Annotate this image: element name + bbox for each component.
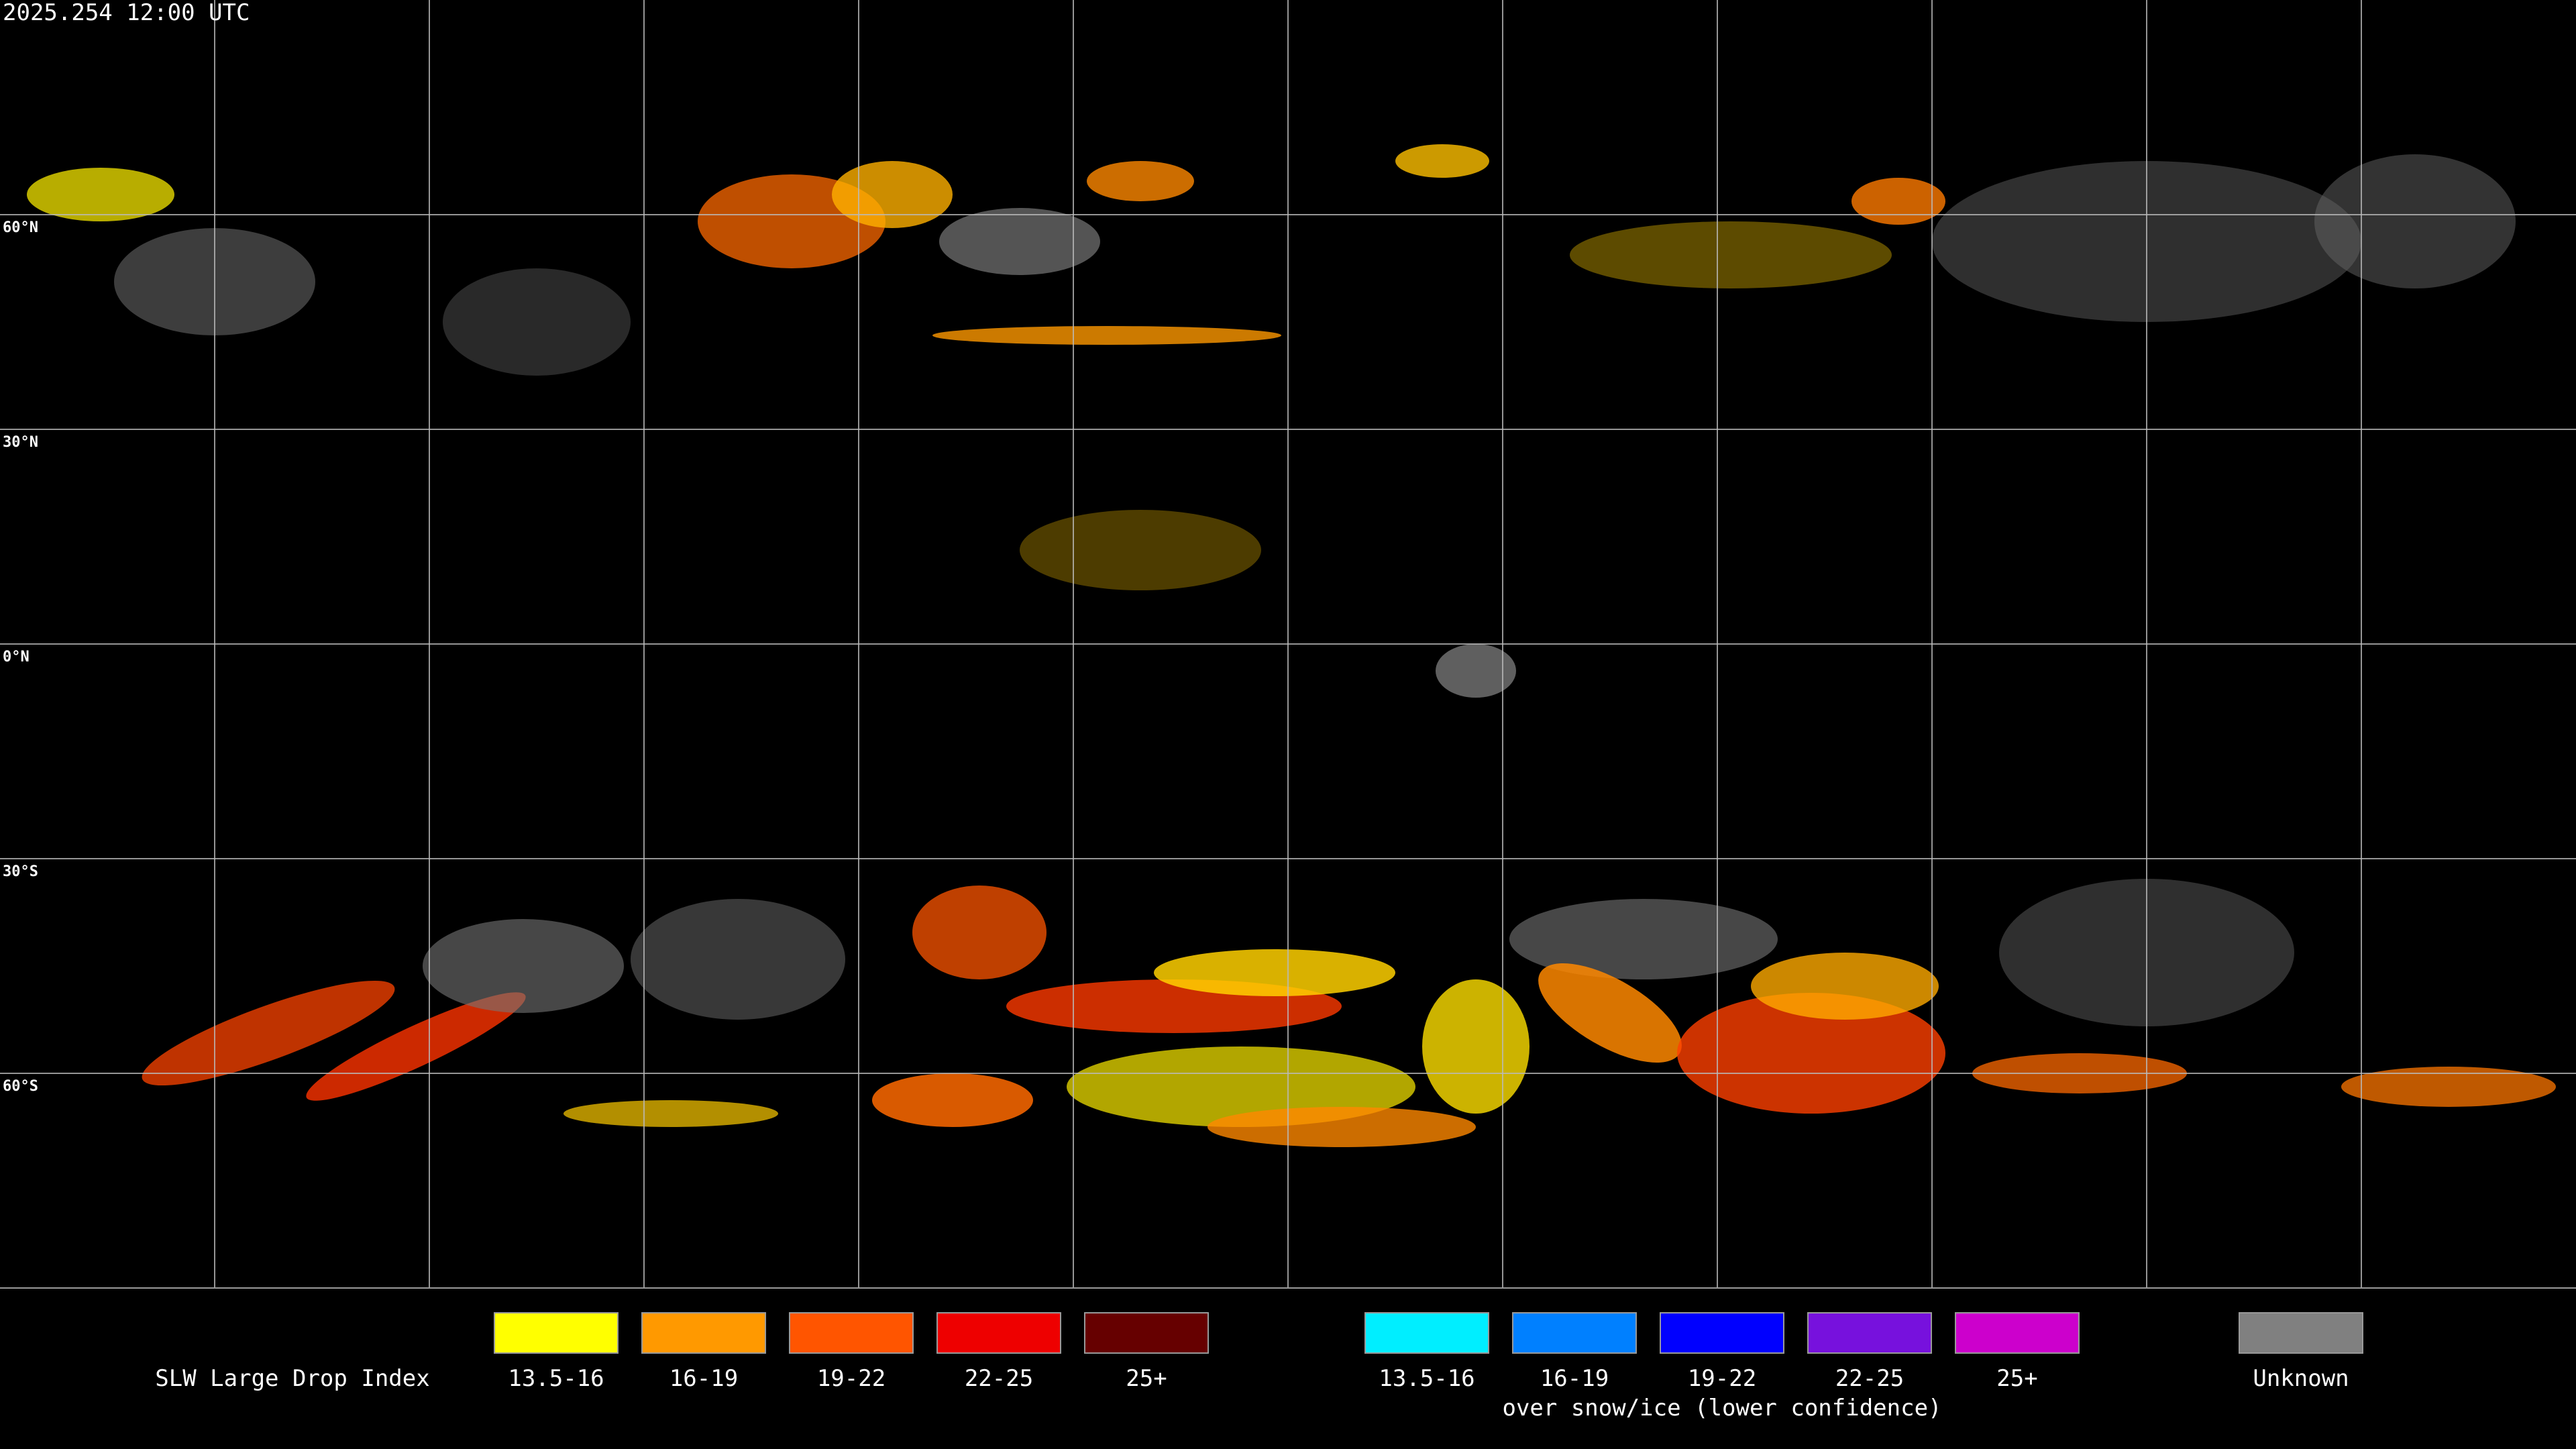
legend-swatch (2239, 1312, 2363, 1354)
legend-label: 19-22 (1688, 1365, 1756, 1392)
legend-label: 25+ (1996, 1365, 2037, 1392)
legend-title: SLW Large Drop Index (155, 1365, 429, 1392)
legend-label: 16-19 (1540, 1365, 1609, 1392)
legend-label: 13.5-16 (1379, 1365, 1474, 1392)
legend-label: 22-25 (965, 1365, 1033, 1392)
legend-swatch (1084, 1312, 1209, 1354)
legend-swatch (1512, 1312, 1637, 1354)
cloud-field (27, 144, 2556, 1147)
lat-label: 60°N (3, 219, 38, 236)
lat-label: 60°S (3, 1078, 38, 1095)
lat-label: 0°N (3, 649, 30, 665)
legend-swatch (1660, 1312, 1784, 1354)
graticule (0, 0, 2576, 1288)
legend-swatch (1955, 1312, 2080, 1354)
legend-label: 13.5-16 (508, 1365, 604, 1392)
legend-label: 16-19 (669, 1365, 738, 1392)
legend-swatch (641, 1312, 766, 1354)
legend-swatch (936, 1312, 1061, 1354)
legend-note: over snow/ice (lower confidence) (1502, 1395, 1941, 1421)
timestamp: 2025.254 12:00 UTC (3, 0, 250, 26)
legend-label: Unknown (2253, 1365, 2349, 1392)
legend-swatch (1364, 1312, 1489, 1354)
lat-label: 30°N (3, 434, 38, 451)
legend-label: 19-22 (817, 1365, 885, 1392)
legend-label: 22-25 (1835, 1365, 1904, 1392)
legend-swatch (1807, 1312, 1932, 1354)
legend-swatch (789, 1312, 914, 1354)
legend-swatch (494, 1312, 619, 1354)
lat-label: 30°S (3, 863, 38, 880)
legend-label: 25+ (1126, 1365, 1167, 1392)
